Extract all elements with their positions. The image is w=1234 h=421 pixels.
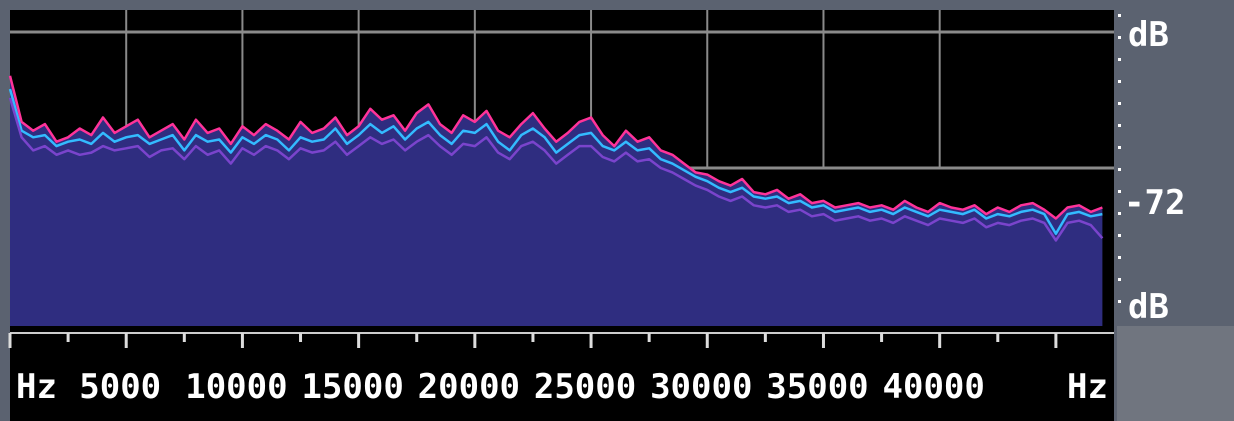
y-dot-tick — [1118, 190, 1121, 193]
y-dot-tick — [1118, 234, 1121, 237]
spectrum-fill — [10, 75, 1103, 326]
x-tick-label-15000: 15000 — [301, 367, 403, 407]
corner-panel — [1117, 326, 1234, 421]
y-dot-tick — [1118, 212, 1121, 215]
y-axis-label-top: dB — [1128, 15, 1169, 55]
x-tick-label-10000: 10000 — [185, 367, 287, 407]
y-dot-tick — [1118, 14, 1121, 17]
x-tick-label-40000: 40000 — [883, 367, 985, 407]
x-tick-label-5000: 5000 — [79, 367, 161, 407]
x-tick-label-35000: 35000 — [766, 367, 868, 407]
y-dot-tick — [1118, 80, 1121, 83]
x-axis-ticks — [8, 332, 1114, 348]
x-axis-labels: 5000 10000 15000 20000 25000 30000 35000 40000 H… — [16, 367, 1108, 407]
xaxis-band — [10, 326, 1114, 421]
x-tick-label-30000: 30000 — [650, 367, 752, 407]
spectrum-area — [10, 75, 1103, 326]
y-dot-tick — [1118, 168, 1121, 171]
spectrum-traces — [8, 75, 1104, 242]
y-dot-tick — [1118, 124, 1121, 127]
trace-series-1 — [8, 88, 1103, 236]
x-axis-label-right: Hz — [1067, 367, 1108, 407]
y-dot-tick — [1118, 36, 1121, 39]
y-dot-tick — [1118, 300, 1121, 303]
y-dot-tick — [1118, 146, 1121, 149]
y-axis-label-bottom: dB — [1128, 287, 1169, 327]
trace-series-0 — [8, 75, 1103, 220]
x-axis-label-left: Hz — [16, 367, 57, 407]
trace-series-2 — [8, 97, 1104, 242]
y-axis-label-middle: -72 — [1124, 183, 1185, 223]
y-dot-tick — [1118, 58, 1121, 61]
x-tick-label-20000: 20000 — [418, 367, 520, 407]
y-dot-tick — [1118, 256, 1121, 259]
x-tick-label-25000: 25000 — [534, 367, 636, 407]
y-axis-labels: dB -72 dB — [1118, 14, 1185, 327]
y-dot-tick — [1118, 102, 1121, 105]
y-dot-tick — [1118, 278, 1121, 281]
